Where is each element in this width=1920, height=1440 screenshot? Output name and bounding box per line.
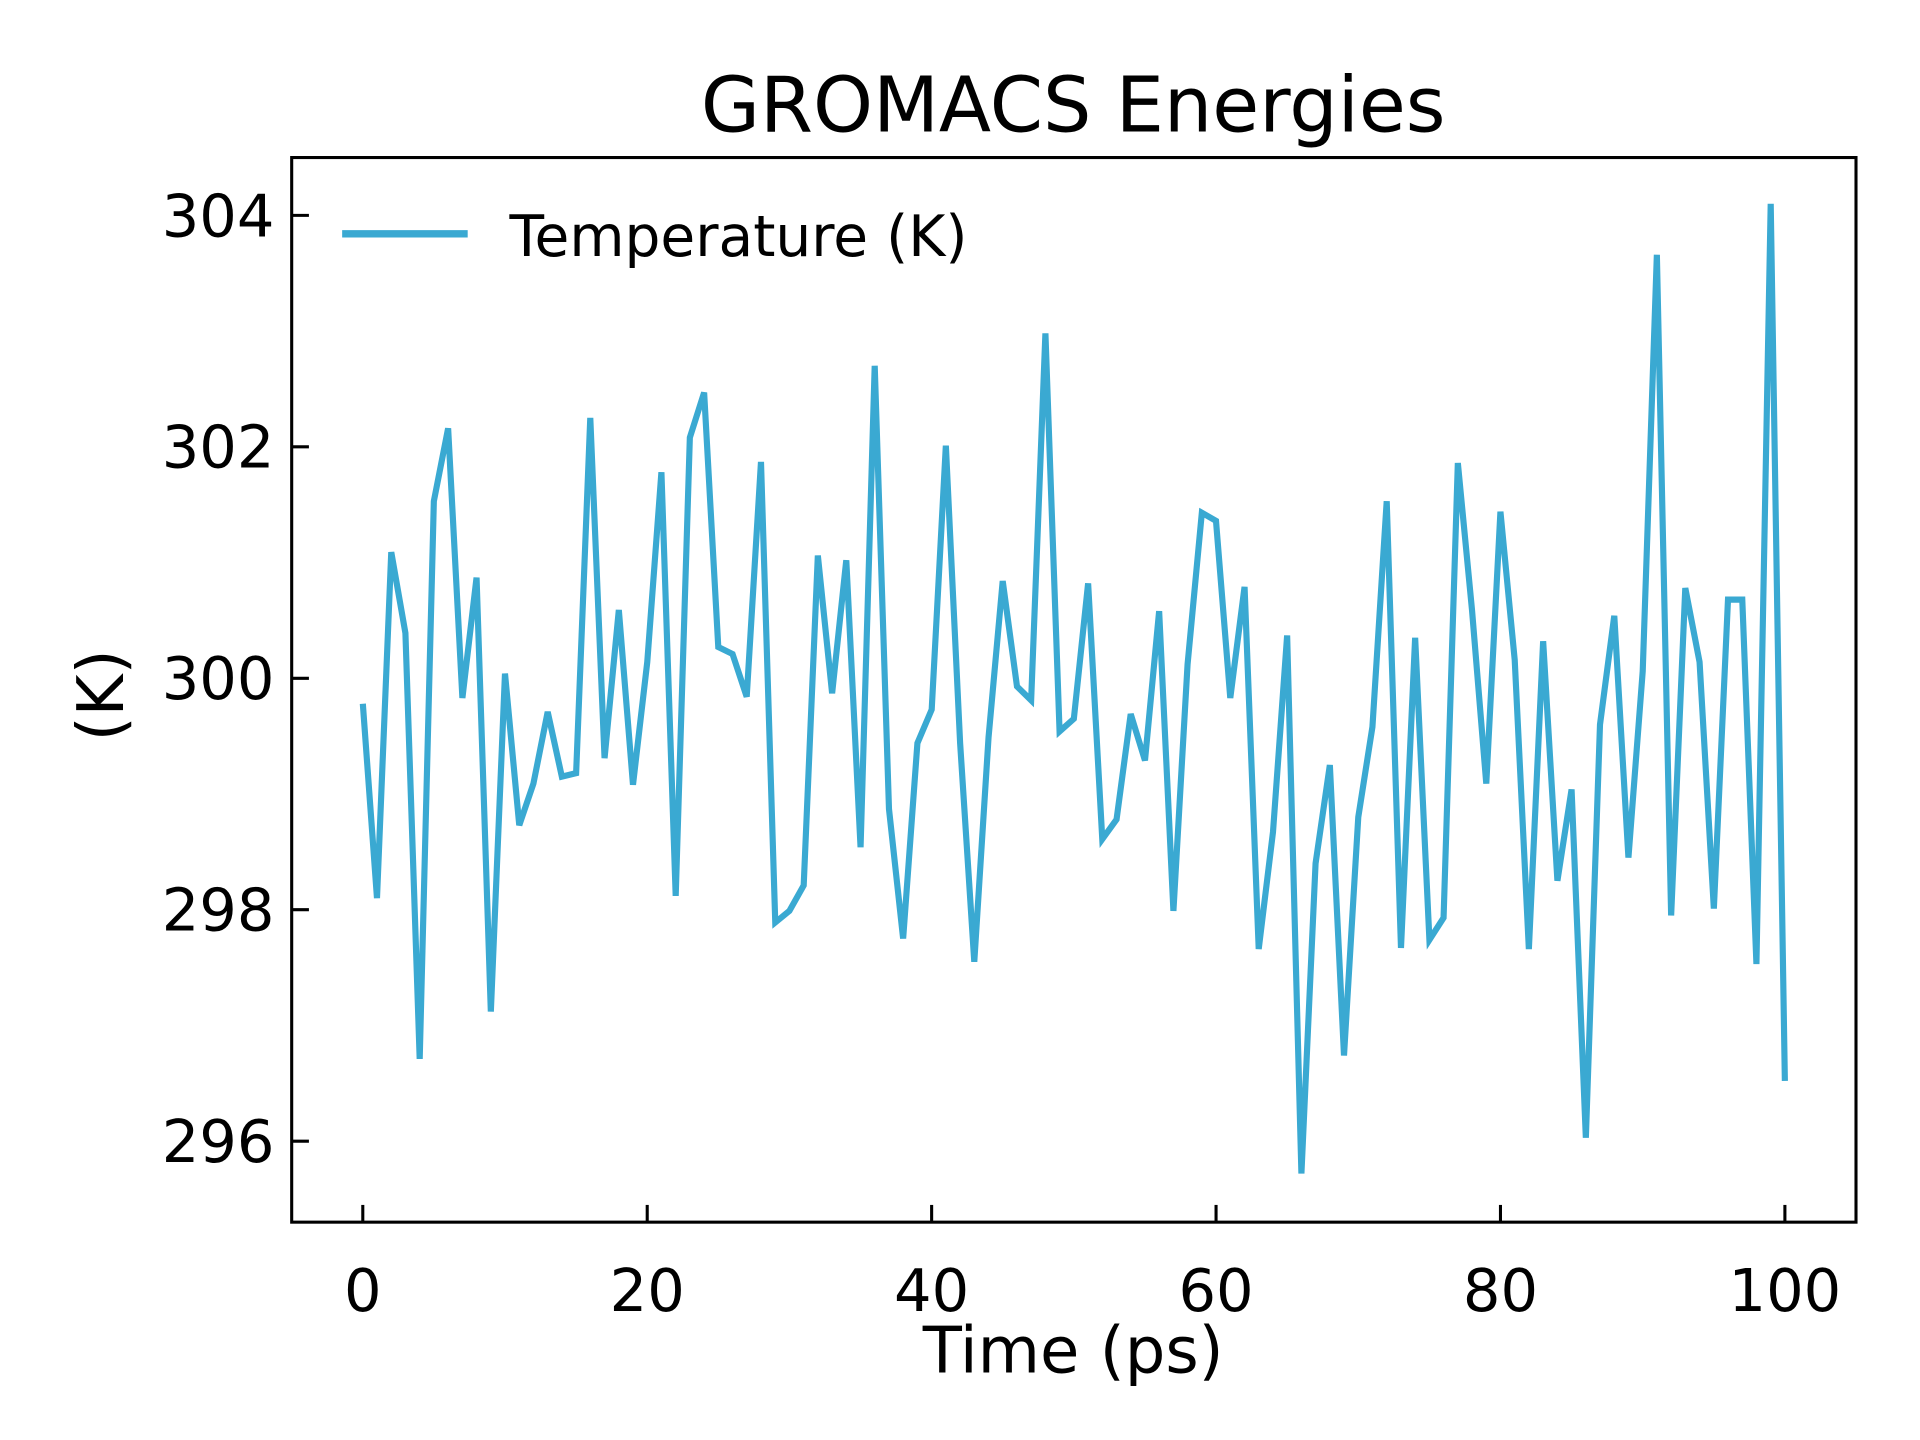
axes-frame [290,156,1858,1224]
x-tick-label: 40 [894,1256,969,1325]
x-tick-label: 20 [610,1256,685,1325]
x-axis-label: Time (ps) [922,1314,1224,1388]
chart-title: GROMACS Energies [701,61,1446,150]
x-tick-label: 80 [1463,1256,1538,1325]
x-tick-label: 100 [1729,1256,1842,1325]
y-tick-label: 302 [162,413,275,482]
y-tick-label: 300 [162,644,275,713]
y-tick-label: 296 [162,1107,275,1176]
legend-label: Temperature (K) [509,204,968,270]
series-line-temperature [359,203,1788,1174]
x-tick-label: 60 [1178,1256,1253,1325]
x-axis: 0 20 40 60 80 100 [344,1204,1842,1325]
y-axis: 296 298 300 302 304 [162,181,309,1176]
y-axis-label: (K) [65,649,139,741]
plot-area [359,203,1788,1174]
y-tick-label: 304 [162,181,275,250]
y-tick-label: 298 [162,876,275,945]
x-tick-label: 0 [344,1256,382,1325]
legend: Temperature (K) [342,204,967,270]
